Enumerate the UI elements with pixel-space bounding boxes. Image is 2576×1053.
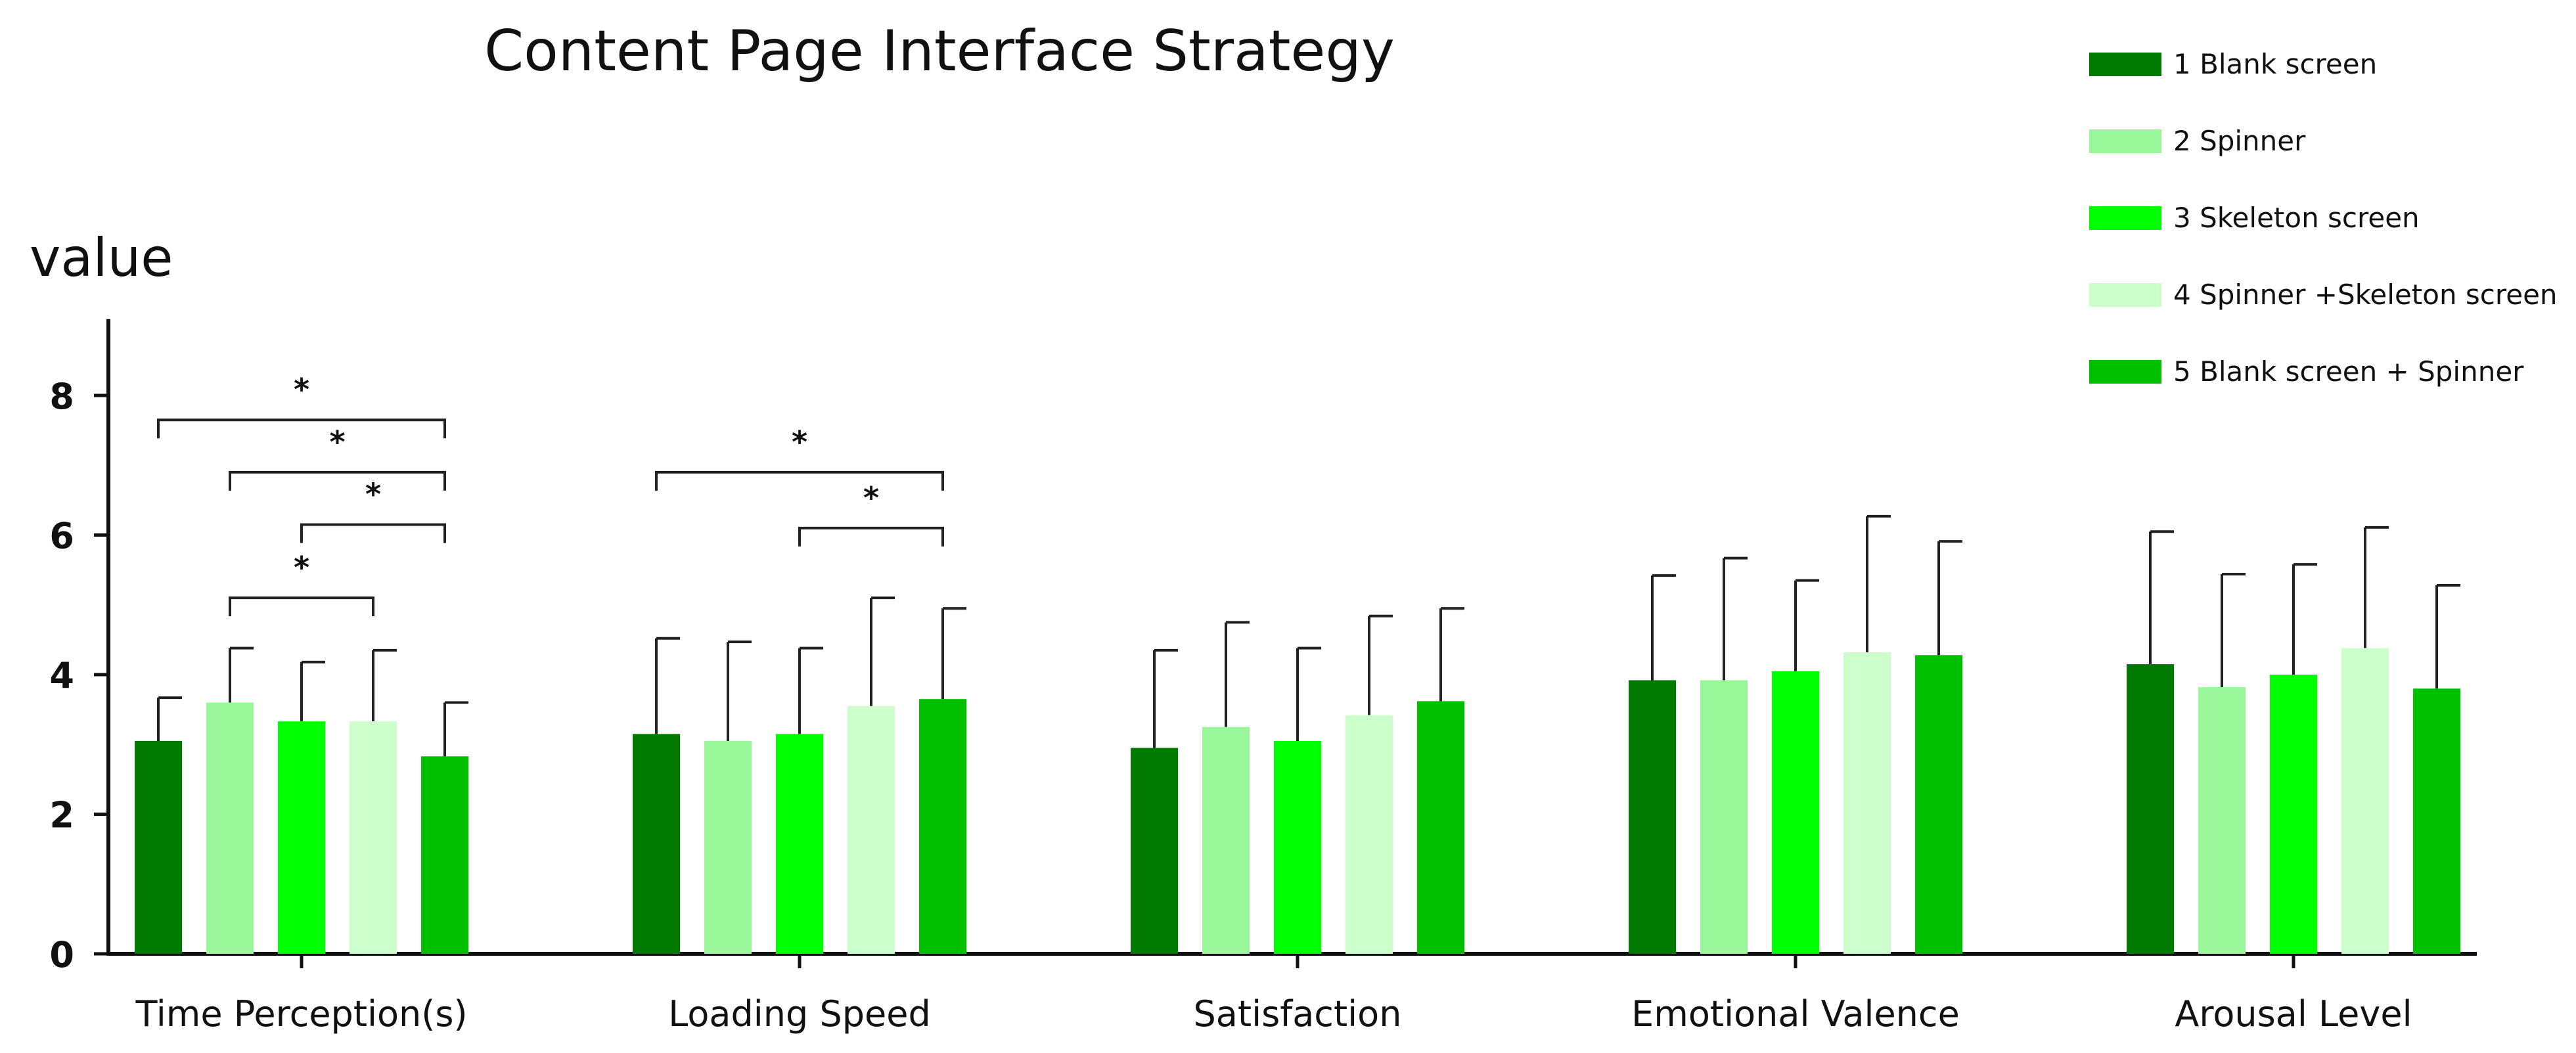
bar xyxy=(2198,687,2246,954)
bar xyxy=(1915,655,1962,954)
significance-bracket xyxy=(229,470,446,491)
y-tick-label: 2 xyxy=(49,795,74,836)
significance-marker: * xyxy=(294,372,309,407)
bar xyxy=(1629,680,1676,954)
legend-swatch xyxy=(2089,129,2161,153)
x-tick-label: Arousal Level xyxy=(2175,993,2412,1035)
bar xyxy=(2341,648,2389,954)
y-tick-label: 8 xyxy=(49,376,74,417)
bar xyxy=(206,702,254,954)
legend-label: 4 Spinner +Skeleton screen xyxy=(2173,279,2558,311)
significance-bracket xyxy=(300,523,446,543)
bar xyxy=(2413,688,2460,954)
legend-swatch xyxy=(2089,360,2161,384)
bar xyxy=(1700,680,1748,954)
bar xyxy=(847,706,895,954)
significance-bracket xyxy=(655,470,944,491)
bar xyxy=(776,734,823,954)
significance-marker: * xyxy=(792,424,807,460)
legend-swatch xyxy=(2089,283,2161,307)
x-tick-label: Time Perception(s) xyxy=(135,993,467,1035)
bar xyxy=(350,721,397,954)
bar xyxy=(2127,664,2174,954)
significance-marker: * xyxy=(329,424,345,460)
significance-bracket xyxy=(157,418,446,439)
significance-marker: * xyxy=(294,550,309,585)
legend-swatch xyxy=(2089,53,2161,76)
bar xyxy=(633,734,680,954)
bar xyxy=(1843,652,1891,954)
bar xyxy=(1772,671,1819,954)
x-tick-label: Satisfaction xyxy=(1194,993,1402,1035)
legend-label: 3 Skeleton screen xyxy=(2173,202,2420,234)
legend-label: 1 Blank screen xyxy=(2173,48,2377,80)
x-tick-label: Emotional Valence xyxy=(1631,993,1960,1035)
y-tick-label: 0 xyxy=(49,934,74,975)
x-tick-label: Loading Speed xyxy=(668,993,931,1035)
bar xyxy=(1417,701,1464,954)
legend-label: 2 Spinner xyxy=(2173,125,2306,157)
bar xyxy=(1345,715,1393,954)
bar xyxy=(704,740,752,954)
y-tick-label: 6 xyxy=(49,516,74,557)
legend-label: 5 Blank screen + Spinner xyxy=(2173,355,2524,388)
y-axis-label: value xyxy=(30,227,173,288)
bar xyxy=(1202,727,1250,954)
bar xyxy=(278,721,325,954)
significance-bracket xyxy=(798,526,944,547)
y-tick-label: 4 xyxy=(49,655,74,696)
bar xyxy=(1274,740,1321,954)
significance-marker: * xyxy=(365,477,381,512)
significance-bracket xyxy=(229,596,374,617)
significance-marker: * xyxy=(863,480,879,516)
bar xyxy=(2270,675,2317,954)
chart-title: Content Page Interface Strategy xyxy=(484,18,1395,84)
bar xyxy=(421,756,468,954)
bar xyxy=(135,740,182,954)
bar xyxy=(919,699,966,954)
legend-swatch xyxy=(2089,206,2161,230)
bar xyxy=(1131,748,1178,954)
